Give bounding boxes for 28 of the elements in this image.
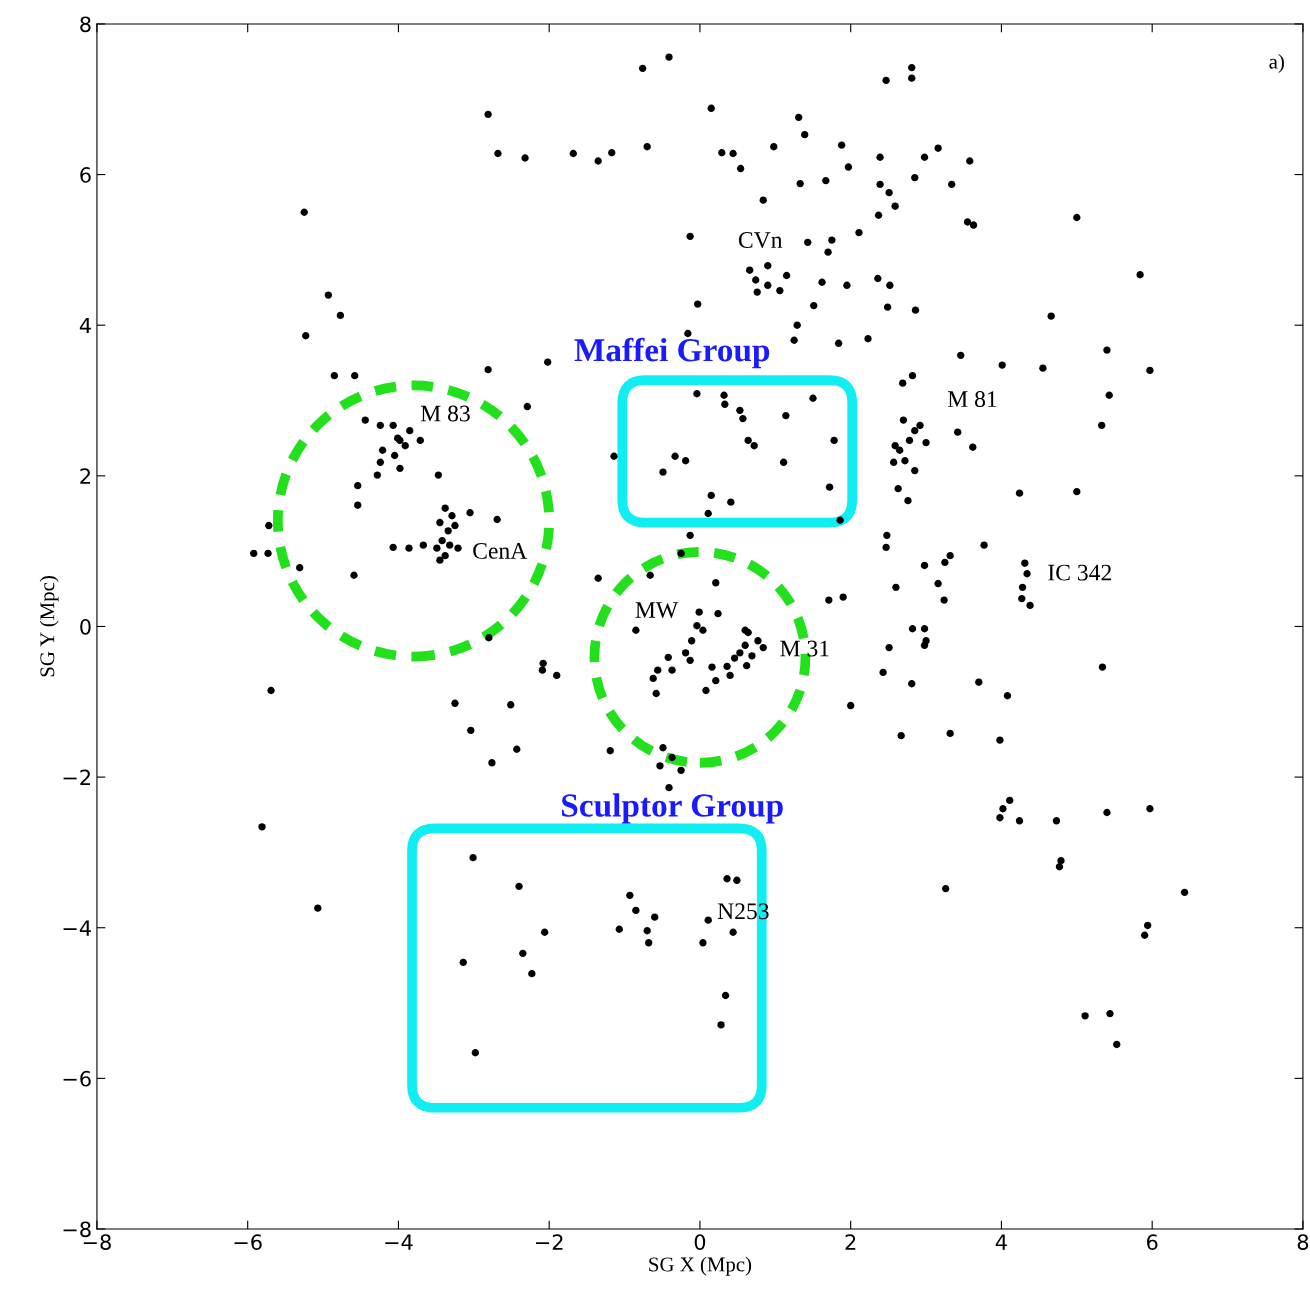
annotation: M 83 xyxy=(420,405,470,422)
y-tick-label: 0 xyxy=(80,618,91,635)
y-tick-label: 6 xyxy=(80,167,91,183)
y-tick-label: 4 xyxy=(79,317,91,334)
annotation: IC 342 xyxy=(1048,564,1111,581)
y-tick-label: −4 xyxy=(63,920,91,936)
x-tick-label: 0 xyxy=(694,1234,706,1250)
y-tick-label: −2 xyxy=(63,769,90,786)
x-tick-label: −4 xyxy=(385,1234,413,1250)
annotation: Sculptor Group xyxy=(562,793,783,824)
x-tick-label: −6 xyxy=(234,1234,262,1250)
y-axis-title: SG Y (Mpc) xyxy=(39,576,59,677)
x-tick-label: 8 xyxy=(1297,1234,1309,1250)
y-tick-label: 8 xyxy=(80,16,91,33)
annotation: CVn xyxy=(738,232,783,249)
x-axis-title: SG X (Mpc) xyxy=(649,1256,752,1276)
x-tick-label: 6 xyxy=(1147,1234,1158,1250)
x-tick-label: 2 xyxy=(845,1234,856,1250)
annotation: CenA xyxy=(473,543,528,559)
x-tick-label: −2 xyxy=(536,1234,563,1250)
annotation: M 81 xyxy=(947,391,997,408)
y-tick-label: −6 xyxy=(63,1070,91,1087)
annotation: Maffei Group xyxy=(574,337,770,369)
annotation: MW xyxy=(635,602,679,619)
x-tick-label: 4 xyxy=(995,1234,1007,1250)
annotation: M 31 xyxy=(780,640,829,657)
y-tick-label: 2 xyxy=(80,468,90,484)
annotation: a) xyxy=(1269,54,1284,73)
